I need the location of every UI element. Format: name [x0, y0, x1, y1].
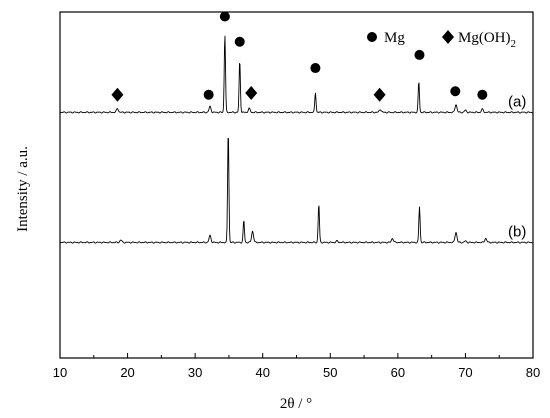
x-tick-label: 10	[53, 365, 67, 380]
x-tick-label: 80	[526, 365, 540, 380]
x-tick-label: 60	[391, 365, 405, 380]
legend-circle-icon	[367, 32, 377, 42]
legend-diamond-icon	[442, 30, 454, 44]
phase-markers	[111, 11, 488, 102]
mg-peak-marker	[310, 63, 321, 74]
x-tick-label: 30	[188, 365, 202, 380]
series-label: (a)	[508, 93, 526, 110]
mg-peak-marker	[203, 89, 214, 100]
series-labels: (a) (b)	[508, 93, 526, 240]
legend: Mg Mg(OH)2	[367, 30, 516, 50]
x-tick-label: 70	[458, 365, 472, 380]
legend-label-mgoh2: Mg(OH)2	[458, 30, 516, 50]
mgoh2-peak-marker	[373, 87, 386, 102]
legend-label-mgoh2-subscript: 2	[511, 38, 517, 50]
y-axis-label: Intensity / a.u.	[15, 146, 31, 232]
mg-peak-marker	[219, 11, 230, 22]
plot-frame	[59, 11, 534, 359]
x-axis-ticks	[59, 353, 534, 358]
legend-label-mg: Mg	[384, 30, 405, 46]
mgoh2-peak-marker	[111, 87, 124, 102]
pattern-curves	[59, 35, 534, 244]
mg-peak-marker	[450, 86, 461, 97]
x-tick-label: 20	[120, 365, 134, 380]
series-label: (b)	[508, 223, 526, 240]
pattern-line-b	[59, 137, 534, 244]
x-tick-label: 50	[323, 365, 337, 380]
mg-peak-marker	[234, 36, 245, 47]
x-tick-label: 40	[255, 365, 269, 380]
x-axis-label: 2θ / °	[280, 396, 312, 412]
mgoh2-peak-marker	[245, 85, 258, 100]
mg-peak-marker	[414, 49, 425, 60]
legend-label-mgoh2-base: Mg(OH)	[458, 30, 511, 46]
mg-peak-marker	[477, 89, 488, 100]
pattern-line-a	[59, 35, 534, 114]
x-axis-tick-labels: 10 20 30 40 50 60 70 80	[53, 365, 540, 380]
